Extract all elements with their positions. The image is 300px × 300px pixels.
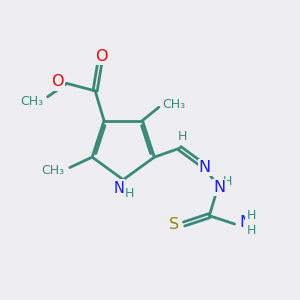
Text: N: N xyxy=(239,215,251,230)
Text: CH₃: CH₃ xyxy=(41,164,64,177)
Text: H: H xyxy=(246,209,256,222)
Text: N: N xyxy=(199,160,211,175)
Text: H: H xyxy=(246,224,256,237)
Text: N: N xyxy=(214,180,226,195)
Text: O: O xyxy=(95,49,107,64)
Text: O: O xyxy=(51,74,64,89)
Text: S: S xyxy=(169,217,180,232)
Text: CH₃: CH₃ xyxy=(20,95,43,108)
Text: H: H xyxy=(223,175,232,188)
Text: N: N xyxy=(113,181,124,196)
Text: H: H xyxy=(177,130,187,143)
Text: H: H xyxy=(125,188,134,200)
Text: CH₃: CH₃ xyxy=(162,98,185,111)
